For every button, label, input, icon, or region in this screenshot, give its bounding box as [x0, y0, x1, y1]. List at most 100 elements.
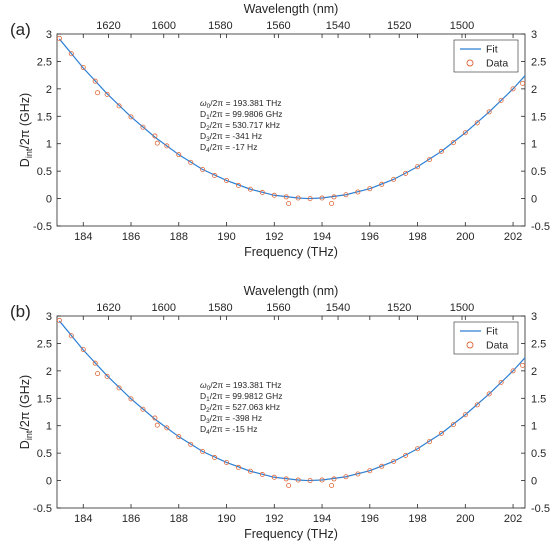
- data-point: [212, 173, 218, 179]
- param-symbol: D: [200, 402, 206, 412]
- data-point: [92, 360, 98, 366]
- x-tick-label: 194: [313, 513, 331, 525]
- y-tick-label: 1: [46, 139, 52, 151]
- y-tick-label: -0.5: [33, 503, 52, 515]
- x-tick-label: 198: [408, 231, 426, 243]
- y-tick-label: 0: [46, 476, 52, 488]
- data-point: [247, 468, 253, 474]
- data-point: [403, 170, 409, 176]
- data-point: [68, 51, 74, 57]
- data-point: [164, 425, 170, 431]
- param-symbol: D: [200, 109, 206, 119]
- data-point: [188, 441, 194, 447]
- panel-a: 184 186 188 190 192 194 196 198 200 202-0.5 -0.50 0…: [10, 2, 550, 259]
- data-point: [104, 91, 110, 97]
- top-axis-tick-label: 1500: [450, 20, 474, 32]
- x-tick-label: 186: [122, 231, 140, 243]
- data-point: [486, 391, 492, 397]
- top-axis-tick-label: 1560: [266, 20, 290, 32]
- legend-box: [453, 39, 519, 73]
- plot-frame: [56, 315, 526, 509]
- y-axis-title-main: D: [18, 158, 32, 167]
- data-point: [343, 192, 349, 198]
- param-symbol: D: [200, 120, 206, 130]
- fit-curve: [58, 320, 526, 482]
- data-point: [68, 333, 74, 339]
- top-axis-tick-label: 1600: [151, 20, 175, 32]
- param-text: /2π = 193.381 THz: [210, 98, 281, 108]
- param-text: /2π = 99.9806 GHz: [210, 109, 283, 119]
- data-point: [450, 140, 456, 146]
- data-point: [331, 194, 337, 200]
- data-point: [164, 143, 170, 149]
- data-point: [498, 379, 504, 385]
- y-tick-label-right: 0.5: [531, 448, 546, 460]
- param-symbol: D: [200, 424, 206, 434]
- param-text: /2π = 530.717 kHz: [210, 120, 280, 130]
- data-point: [116, 385, 122, 391]
- data-point: [450, 422, 456, 428]
- data-point: [295, 195, 301, 201]
- y-tick-label: 0.5: [37, 166, 52, 178]
- y-axis-title: Dint/2π (GHz): [18, 375, 34, 449]
- x-tick-label: 192: [265, 231, 283, 243]
- data-point: [307, 478, 313, 484]
- data-point: [498, 97, 504, 103]
- data-point: [355, 471, 361, 477]
- data-point: [80, 346, 86, 352]
- param-annotation: D4/2π = -17 Hz: [200, 142, 257, 154]
- x-tick-label: 202: [504, 513, 522, 525]
- y-axis-title-rest: /2π (GHz): [18, 375, 32, 431]
- param-symbol: ω: [200, 380, 207, 390]
- legend-data-label: Data: [486, 58, 508, 70]
- data-point: [367, 186, 373, 192]
- top-axis-tick-label: 1520: [387, 302, 411, 314]
- data-point: [235, 464, 241, 470]
- param-annotation: ω0/2π = 193.381 THz: [200, 98, 282, 110]
- y-tick-label: 2: [46, 366, 52, 378]
- x-tick-label: 198: [408, 513, 426, 525]
- y-tick-label-right: 1.5: [531, 393, 546, 405]
- data-point: [438, 430, 444, 436]
- data-point: [95, 371, 101, 377]
- top-axis-tick-label: 1560: [266, 302, 290, 314]
- x-tick-label: 196: [361, 231, 379, 243]
- param-annotation: D1/2π = 99.9812 GHz: [200, 391, 283, 403]
- param-annotation: D2/2π = 530.717 kHz: [200, 120, 280, 132]
- data-point: [426, 439, 432, 445]
- y-tick-label: 0: [46, 194, 52, 206]
- data-point: [154, 422, 160, 428]
- param-symbol: ω: [200, 98, 207, 108]
- legend-box: [453, 321, 519, 355]
- param-subscript: 3: [206, 136, 210, 143]
- param-subscript: 4: [206, 429, 210, 436]
- data-point: [510, 368, 516, 374]
- top-axis-tick-label: 1620: [96, 20, 120, 32]
- y-axis-title-sub: int: [24, 430, 34, 440]
- x-tick-label: 190: [217, 513, 235, 525]
- top-axis-tick-label: 1600: [151, 302, 175, 314]
- y-tick-label-right: 0: [531, 476, 537, 488]
- param-subscript: 0: [207, 385, 211, 392]
- data-point: [56, 35, 62, 41]
- param-text: /2π = -17 Hz: [210, 142, 258, 152]
- param-subscript: 1: [206, 114, 210, 121]
- data-point: [176, 434, 182, 440]
- x-tick-label: 200: [456, 513, 474, 525]
- data-point: [403, 452, 409, 458]
- top-axis-title: Wavelength (nm): [244, 2, 339, 16]
- top-axis-tick-label: 1540: [326, 302, 350, 314]
- data-point: [329, 483, 335, 489]
- data-point: [154, 140, 160, 146]
- data-point: [286, 483, 292, 489]
- x-tick-label: 186: [122, 513, 140, 525]
- data-point: [212, 455, 218, 461]
- x-tick-label: 184: [74, 513, 92, 525]
- y-tick-label-right: -0.5: [531, 503, 550, 515]
- data-point: [391, 458, 397, 464]
- data-point: [426, 157, 432, 163]
- x-tick-label: 188: [170, 513, 188, 525]
- panel-label: (a): [10, 20, 31, 39]
- data-point: [200, 448, 206, 454]
